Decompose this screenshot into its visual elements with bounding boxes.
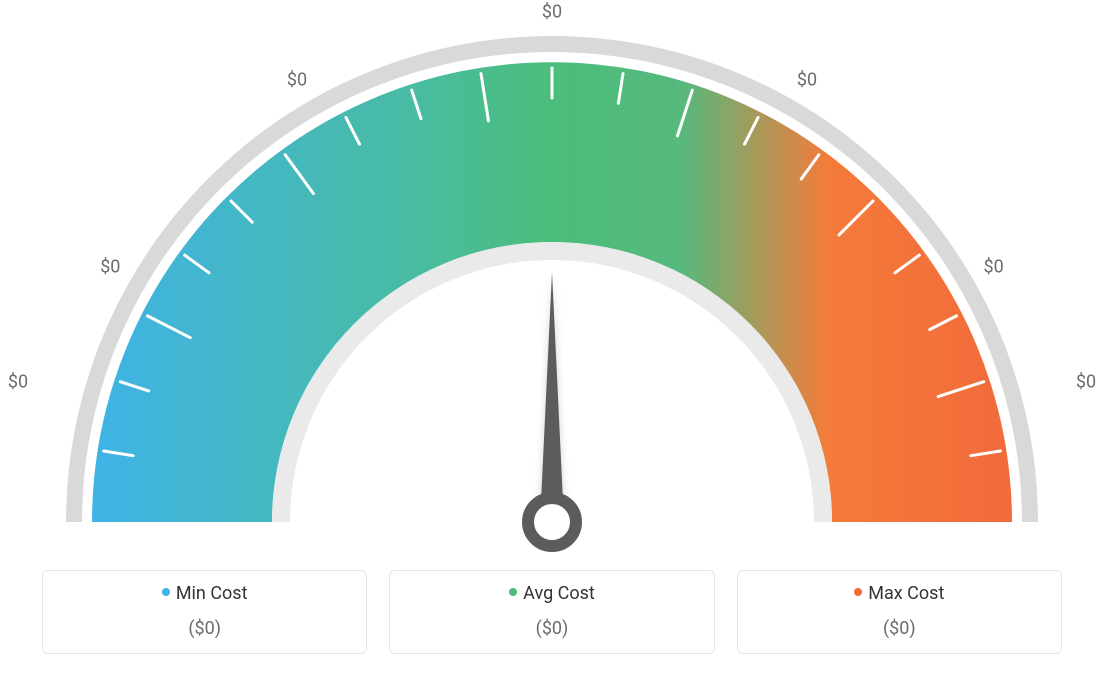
legend-dot-icon: [509, 588, 517, 596]
legend-label: Max Cost: [868, 583, 944, 604]
legend-dot-icon: [854, 588, 862, 596]
gauge-svg: [0, 0, 1104, 560]
legend-value: ($0): [400, 618, 703, 639]
legend-title: Avg Cost: [400, 583, 703, 604]
gauge-axis-label: $0: [542, 2, 562, 23]
gauge-axis-label: $0: [797, 70, 817, 91]
legend-card-avg: Avg Cost ($0): [389, 570, 714, 654]
gauge-axis-label: $0: [1076, 372, 1096, 393]
legend-dot-icon: [162, 588, 170, 596]
legend-card-max: Max Cost ($0): [737, 570, 1062, 654]
gauge-axis-label: $0: [287, 70, 307, 91]
legend-value: ($0): [748, 618, 1051, 639]
gauge-axis-label: $0: [100, 257, 120, 278]
legend-row: Min Cost ($0) Avg Cost ($0) Max Cost ($0…: [42, 570, 1062, 654]
legend-value: ($0): [53, 618, 356, 639]
gauge-axis-label: $0: [984, 257, 1004, 278]
cost-gauge-chart: $0 $0 $0 $0 $0 $0 $0: [0, 0, 1104, 560]
legend-title: Min Cost: [53, 583, 356, 604]
legend-label: Avg Cost: [523, 583, 595, 604]
gauge-axis-label: $0: [8, 372, 28, 393]
legend-title: Max Cost: [748, 583, 1051, 604]
legend-card-min: Min Cost ($0): [42, 570, 367, 654]
legend-label: Min Cost: [176, 583, 248, 604]
